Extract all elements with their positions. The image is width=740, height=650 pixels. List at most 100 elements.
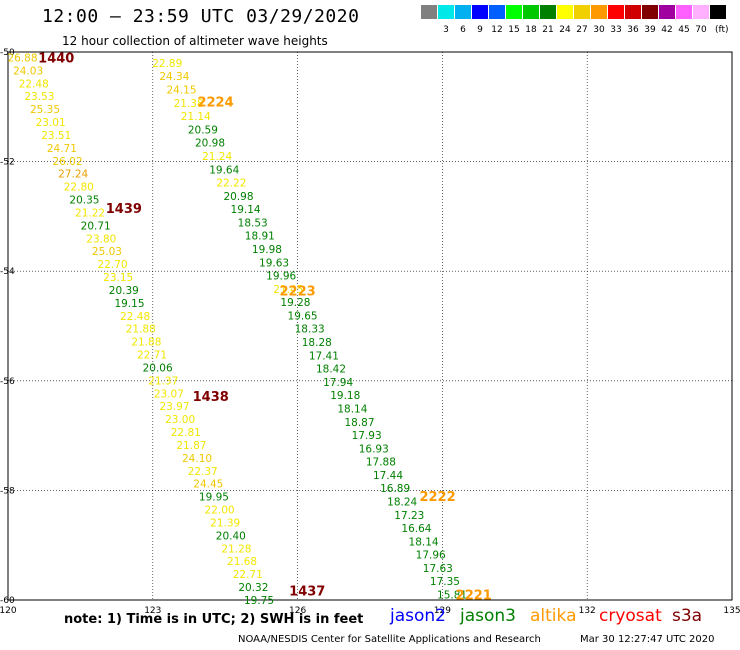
wave-height-value: 17.93 — [352, 430, 382, 442]
wave-height-value: 18.24 — [387, 496, 417, 508]
wave-height-value: 22.89 — [152, 58, 182, 70]
wave-height-value: 17.44 — [373, 470, 403, 482]
legend-swatch — [642, 5, 658, 19]
wave-height-value: 21.88 — [126, 324, 156, 336]
wave-height-value: 17.23 — [394, 510, 424, 522]
legend-label: 18 — [525, 25, 537, 35]
timestamp: Mar 30 12:27:47 UTC 2020 — [580, 634, 715, 645]
wave-height-value: 24.71 — [47, 143, 77, 155]
wave-height-value: 15.81 — [437, 590, 467, 602]
wave-height-value: 22.22 — [216, 178, 246, 190]
wave-height-value: 20.06 — [143, 362, 173, 374]
wave-height-value: 23.80 — [86, 233, 116, 245]
legend-label: 9 — [477, 25, 483, 35]
wave-height-value: 21.88 — [131, 337, 161, 349]
wave-height-value: 22.81 — [171, 427, 201, 439]
wave-height-value: 26.02 — [52, 156, 82, 168]
legend-swatch — [676, 5, 692, 19]
wave-height-value: 21.37 — [148, 375, 178, 387]
legend-label: 39 — [644, 25, 656, 35]
wave-height-value: 20.98 — [223, 191, 253, 203]
wave-height-value: 22.71 — [137, 350, 167, 362]
wave-height-value: 19.64 — [209, 164, 239, 176]
legend-swatch — [625, 5, 641, 19]
wave-height-value: 17.96 — [416, 550, 446, 562]
wave-height-value: 19.15 — [114, 298, 144, 310]
wave-height-value: 24.15 — [166, 85, 196, 97]
wave-height-value: 17.88 — [366, 457, 396, 469]
wave-height-value: 17.63 — [423, 563, 453, 575]
wave-height-value: 20.35 — [69, 195, 99, 207]
wave-height-value: 16.89 — [380, 483, 410, 495]
satellite-s3a: s3a — [672, 606, 703, 626]
wave-height-value: 19.95 — [199, 492, 229, 504]
legend-swatch — [693, 5, 709, 19]
pass-time-label: 1440 — [38, 51, 74, 66]
wave-height-value: 23.15 — [103, 272, 133, 284]
y-tick-label: -50 — [0, 48, 15, 58]
wave-height-value: 18.14 — [409, 536, 439, 548]
wave-height-value: 19.18 — [330, 390, 360, 402]
wave-height-value: 20.32 — [238, 582, 268, 594]
page-subtitle: 12 hour collection of altimeter wave hei… — [62, 34, 328, 48]
pass-time-label: 1438 — [193, 390, 229, 405]
wave-height-value: 17.41 — [309, 350, 339, 362]
y-tick-label: -60 — [0, 596, 15, 606]
wave-height-value: 23.00 — [165, 414, 195, 426]
wave-height-value: 21.45 — [273, 284, 303, 296]
legend-label: 21 — [542, 25, 554, 35]
legend-label: 12 — [491, 25, 503, 35]
wave-height-value: 21.14 — [181, 111, 211, 123]
pass-time-label: 2222 — [419, 490, 455, 505]
wave-height-value: 21.68 — [227, 556, 257, 568]
legend-label: 42 — [661, 25, 673, 35]
wave-height-value: 18.14 — [337, 403, 367, 415]
wave-height-value: 25.03 — [92, 246, 122, 258]
wave-height-value: 19.65 — [288, 310, 318, 322]
x-tick-label: 126 — [289, 606, 306, 616]
legend-label: 70 — [695, 25, 707, 35]
page-title: 12:00 – 23:59 UTC 03/29/2020 — [42, 6, 360, 27]
wave-height-value: 21.39 — [210, 517, 240, 529]
wave-height-value: 20.98 — [195, 138, 225, 150]
legend-swatch — [506, 5, 522, 19]
wave-height-value: 23.07 — [154, 388, 184, 400]
wave-height-value: 22.00 — [205, 505, 235, 517]
pass-time-label: 2224 — [197, 95, 233, 110]
y-tick-label: -58 — [0, 486, 15, 496]
credit-line: NOAA/NESDIS Center for Satellite Applica… — [238, 634, 541, 645]
wave-height-value: 17.94 — [323, 377, 353, 389]
x-tick-label: 132 — [579, 606, 596, 616]
legend-swatch — [489, 5, 505, 19]
wave-height-value: 18.28 — [302, 337, 332, 349]
legend-swatch — [540, 5, 556, 19]
satellite-jason2: jason2 — [390, 606, 446, 626]
wave-height-value: 22.71 — [233, 569, 263, 581]
wave-height-value: 27.24 — [58, 169, 88, 181]
wave-height-value: 24.03 — [13, 65, 43, 77]
wave-height-value: 22.37 — [188, 466, 218, 478]
wave-height-value: 18.42 — [316, 364, 346, 376]
legend-label: 30 — [593, 25, 605, 35]
wave-height-value: 21.38 — [174, 98, 204, 110]
wave-height-value: 19.96 — [266, 271, 296, 283]
wave-height-value: 18.87 — [344, 417, 374, 429]
x-tick-label: 135 — [723, 606, 740, 616]
legend-swatch — [557, 5, 573, 19]
wave-height-value: 23.53 — [24, 91, 54, 103]
satellite-altika: altika — [530, 606, 577, 626]
wave-height-value: 19.63 — [259, 257, 289, 269]
footnote: note: 1) Time is in UTC; 2) SWH is in fe… — [64, 612, 364, 627]
wave-height-value: 20.59 — [188, 124, 218, 136]
y-tick-label: -52 — [0, 158, 15, 168]
legend-swatch — [608, 5, 624, 19]
y-tick-label: -54 — [0, 267, 15, 277]
pass-time-label: 1439 — [106, 202, 142, 217]
wave-height-value: 24.10 — [182, 453, 212, 465]
wave-height-value: 22.48 — [120, 311, 150, 323]
wave-height-value: 21.24 — [202, 151, 232, 163]
wave-height-value: 19.14 — [231, 204, 261, 216]
map-frame — [7, 51, 733, 601]
legend-swatch — [421, 5, 437, 19]
